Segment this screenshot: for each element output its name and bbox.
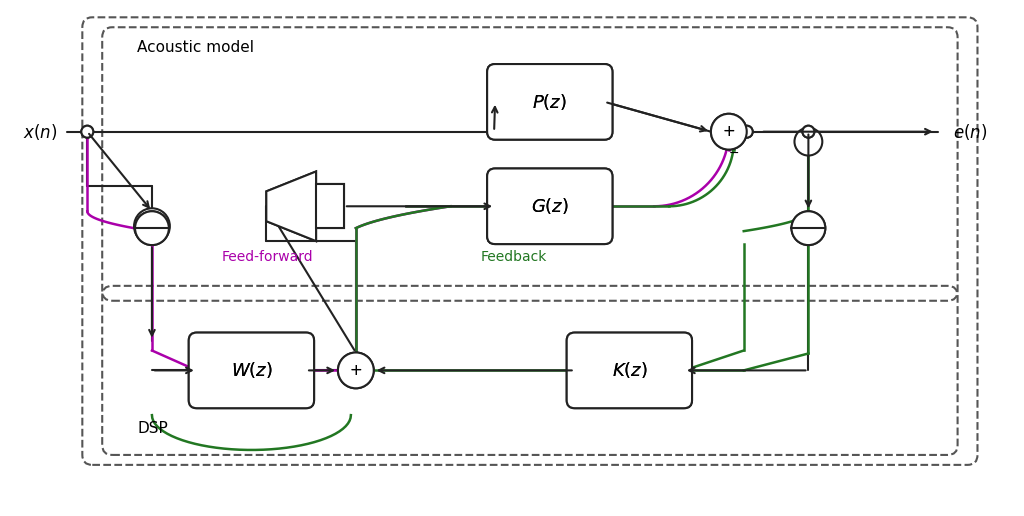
Circle shape xyxy=(338,352,374,389)
Circle shape xyxy=(792,211,825,245)
Text: $e(n)$: $e(n)$ xyxy=(952,122,987,142)
Circle shape xyxy=(711,114,746,150)
Circle shape xyxy=(803,126,814,138)
Circle shape xyxy=(795,127,822,155)
Text: $P(z)$: $P(z)$ xyxy=(532,92,567,112)
Circle shape xyxy=(81,126,93,138)
Circle shape xyxy=(740,126,753,138)
FancyBboxPatch shape xyxy=(487,64,612,140)
Text: $W(z)$: $W(z)$ xyxy=(230,360,272,380)
Circle shape xyxy=(740,126,753,138)
Text: $K(z)$: $K(z)$ xyxy=(611,360,647,380)
Text: +: + xyxy=(349,363,362,378)
FancyBboxPatch shape xyxy=(487,169,612,244)
Polygon shape xyxy=(266,171,316,241)
Text: +: + xyxy=(723,124,735,139)
FancyBboxPatch shape xyxy=(566,333,692,408)
Text: $P(z)$: $P(z)$ xyxy=(532,92,567,112)
FancyBboxPatch shape xyxy=(487,64,612,140)
Text: DSP: DSP xyxy=(137,421,168,436)
Text: $W(z)$: $W(z)$ xyxy=(230,360,272,380)
Circle shape xyxy=(135,211,169,245)
Text: $x(n)$: $x(n)$ xyxy=(24,122,57,142)
Circle shape xyxy=(81,126,93,138)
Text: +: + xyxy=(723,124,735,139)
Text: $G(z)$: $G(z)$ xyxy=(530,196,568,216)
Polygon shape xyxy=(266,171,316,241)
Text: $K(z)$: $K(z)$ xyxy=(611,360,647,380)
FancyBboxPatch shape xyxy=(487,169,612,244)
Text: $G(z)$: $G(z)$ xyxy=(530,196,568,216)
Text: Acoustic model: Acoustic model xyxy=(137,40,254,55)
Circle shape xyxy=(338,352,374,389)
Text: −: − xyxy=(728,147,739,160)
Text: Feedback: Feedback xyxy=(480,250,547,264)
Circle shape xyxy=(711,114,746,150)
Circle shape xyxy=(135,211,169,245)
Bar xyxy=(316,184,344,228)
Circle shape xyxy=(792,211,825,245)
Circle shape xyxy=(803,126,814,138)
FancyBboxPatch shape xyxy=(188,333,314,408)
Bar xyxy=(316,184,344,228)
Text: +: + xyxy=(349,363,362,378)
FancyBboxPatch shape xyxy=(566,333,692,408)
Circle shape xyxy=(134,208,170,244)
Text: +: + xyxy=(145,219,159,234)
FancyBboxPatch shape xyxy=(188,333,314,408)
Text: Feed-forward: Feed-forward xyxy=(221,250,313,264)
